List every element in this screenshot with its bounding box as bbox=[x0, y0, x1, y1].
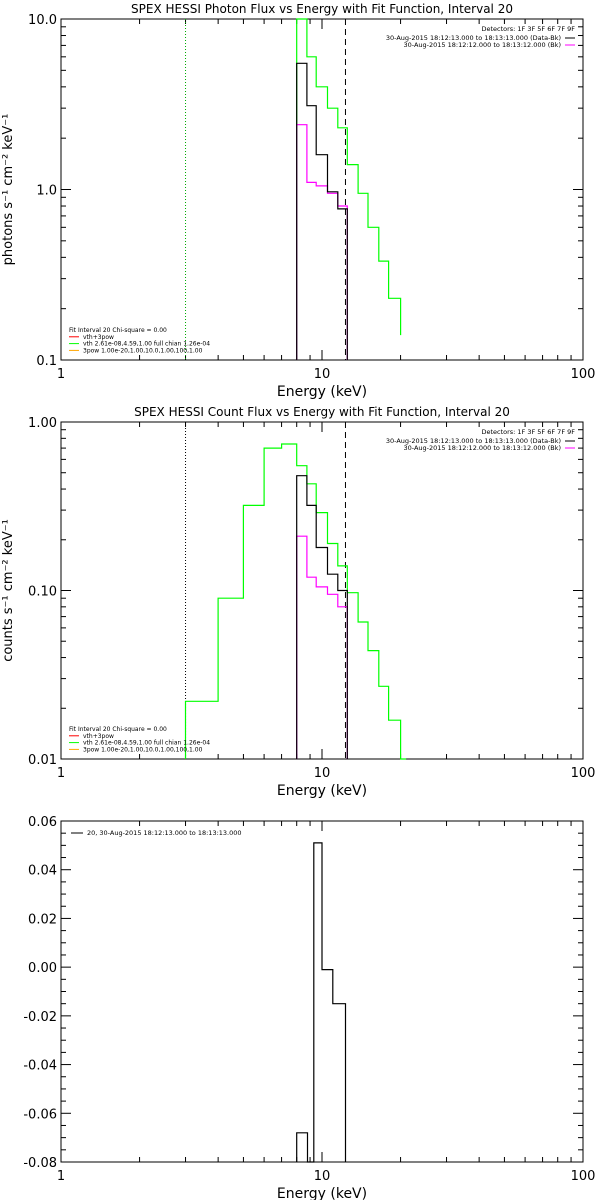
x-axis-label: Energy (keV) bbox=[277, 1186, 367, 1200]
data-series-1 bbox=[296, 842, 347, 1163]
y-tick-label: 0.02 bbox=[28, 912, 57, 927]
legend-entry: vth 2.61e-08,4.59,1.00 full chian 1.26e-… bbox=[83, 341, 210, 348]
y-tick-label: 10.0 bbox=[28, 13, 57, 28]
legend-entry: vth+3pow bbox=[83, 733, 114, 740]
x-tick-label: 100 bbox=[571, 1169, 596, 1184]
x-tick-label: 10 bbox=[314, 766, 331, 781]
x-tick-label: 10 bbox=[314, 367, 331, 382]
legend-header: Detectors: 1F 3F 5F 6F 7F 9F bbox=[481, 25, 575, 33]
x-tick-label: 100 bbox=[571, 367, 596, 382]
y-tick-label: 1.00 bbox=[28, 416, 57, 431]
legend-entry: 30-Aug-2015 18:12:13.000 to 18:13:13.000… bbox=[386, 34, 561, 42]
x-tick-label: 1 bbox=[57, 1169, 65, 1184]
legend-entry: Fit Interval 20 Chi-square = 0.00 bbox=[69, 726, 167, 733]
y-tick-label: 0.10 bbox=[28, 585, 57, 600]
y-tick-label: -0.04 bbox=[23, 1059, 57, 1074]
data-series-3 bbox=[296, 62, 348, 360]
chart-title: SPEX HESSI Photon Flux vs Energy with Fi… bbox=[131, 2, 513, 16]
data-series-2 bbox=[296, 535, 348, 759]
x-tick-label: 1 bbox=[57, 367, 65, 382]
x-tick-label: 1 bbox=[57, 766, 65, 781]
y-tick-label: -0.08 bbox=[23, 1156, 57, 1171]
chart-title: SPEX HESSI Count Flux vs Energy with Fit… bbox=[134, 405, 510, 419]
legend-entry: 30-Aug-2015 18:12:13.000 to 18:13:13.000… bbox=[386, 437, 561, 445]
plot-frame bbox=[60, 18, 584, 361]
legend: Detectors: 1F 3F 5F 6F 7F 9F30-Aug-2015 … bbox=[69, 428, 575, 753]
legend: 20, 30-Aug-2015 18:12:13.000 to 18:13:13… bbox=[71, 829, 242, 837]
legend-header: Detectors: 1F 3F 5F 6F 7F 9F bbox=[481, 428, 575, 436]
y-tick-label: -0.06 bbox=[23, 1107, 57, 1122]
legend-entry: vth+3pow bbox=[83, 334, 114, 341]
legend: Detectors: 1F 3F 5F 6F 7F 9F30-Aug-2015 … bbox=[69, 25, 575, 354]
legend-entry: vth 2.61e-08,4.59,1.00 full chian 1.26e-… bbox=[83, 740, 210, 747]
legend-entry: 20, 30-Aug-2015 18:12:13.000 to 18:13:13… bbox=[87, 829, 242, 837]
data-series-1 bbox=[184, 443, 407, 760]
chart-panel-2: SPEX HESSI Count Flux vs Energy with Fit… bbox=[1, 405, 595, 799]
legend-entry: 30-Aug-2015 18:12:12.000 to 18:13:12.000… bbox=[404, 41, 561, 49]
plot-frame bbox=[60, 421, 584, 760]
x-tick-label: 100 bbox=[571, 766, 596, 781]
x-tick-label: 10 bbox=[314, 1169, 331, 1184]
data-series-1 bbox=[296, 18, 402, 360]
legend-entry: 30-Aug-2015 18:12:12.000 to 18:13:12.000… bbox=[404, 444, 561, 452]
x-axis-label: Energy (keV) bbox=[277, 783, 367, 799]
data-series-3 bbox=[296, 475, 348, 759]
y-tick-label: 0.06 bbox=[28, 815, 57, 830]
y-axis-label: photons s⁻¹ cm⁻² keV⁻¹ bbox=[1, 114, 16, 266]
y-tick-label: 0.01 bbox=[28, 753, 57, 768]
legend-entry: 3pow 1.00e-20,1.00,10.0,1.00,100,1.00 bbox=[83, 746, 203, 753]
chart-panel-1: SPEX HESSI Photon Flux vs Energy with Fi… bbox=[1, 2, 595, 400]
legend-entry: 3pow 1.00e-20,1.00,10.0,1.00,100,1.00 bbox=[83, 347, 203, 354]
y-tick-label: -0.02 bbox=[23, 1010, 57, 1025]
data-series-2 bbox=[296, 124, 348, 360]
y-tick-label: 1.0 bbox=[36, 184, 57, 199]
y-tick-label: 0.1 bbox=[36, 354, 57, 369]
x-axis-label: Energy (keV) bbox=[277, 384, 367, 400]
y-axis-label: counts s⁻¹ cm⁻² keV⁻¹ bbox=[1, 519, 16, 662]
y-tick-label: 0.00 bbox=[28, 961, 57, 976]
y-tick-label: 0.04 bbox=[28, 864, 57, 879]
legend-entry: Fit Interval 20 Chi-square = 0.00 bbox=[69, 327, 167, 334]
chart-panel-3: 1 10 100 Energy (keV) -0.08 -0.06 -0.04 -0.02 0.… bbox=[23, 815, 596, 1202]
